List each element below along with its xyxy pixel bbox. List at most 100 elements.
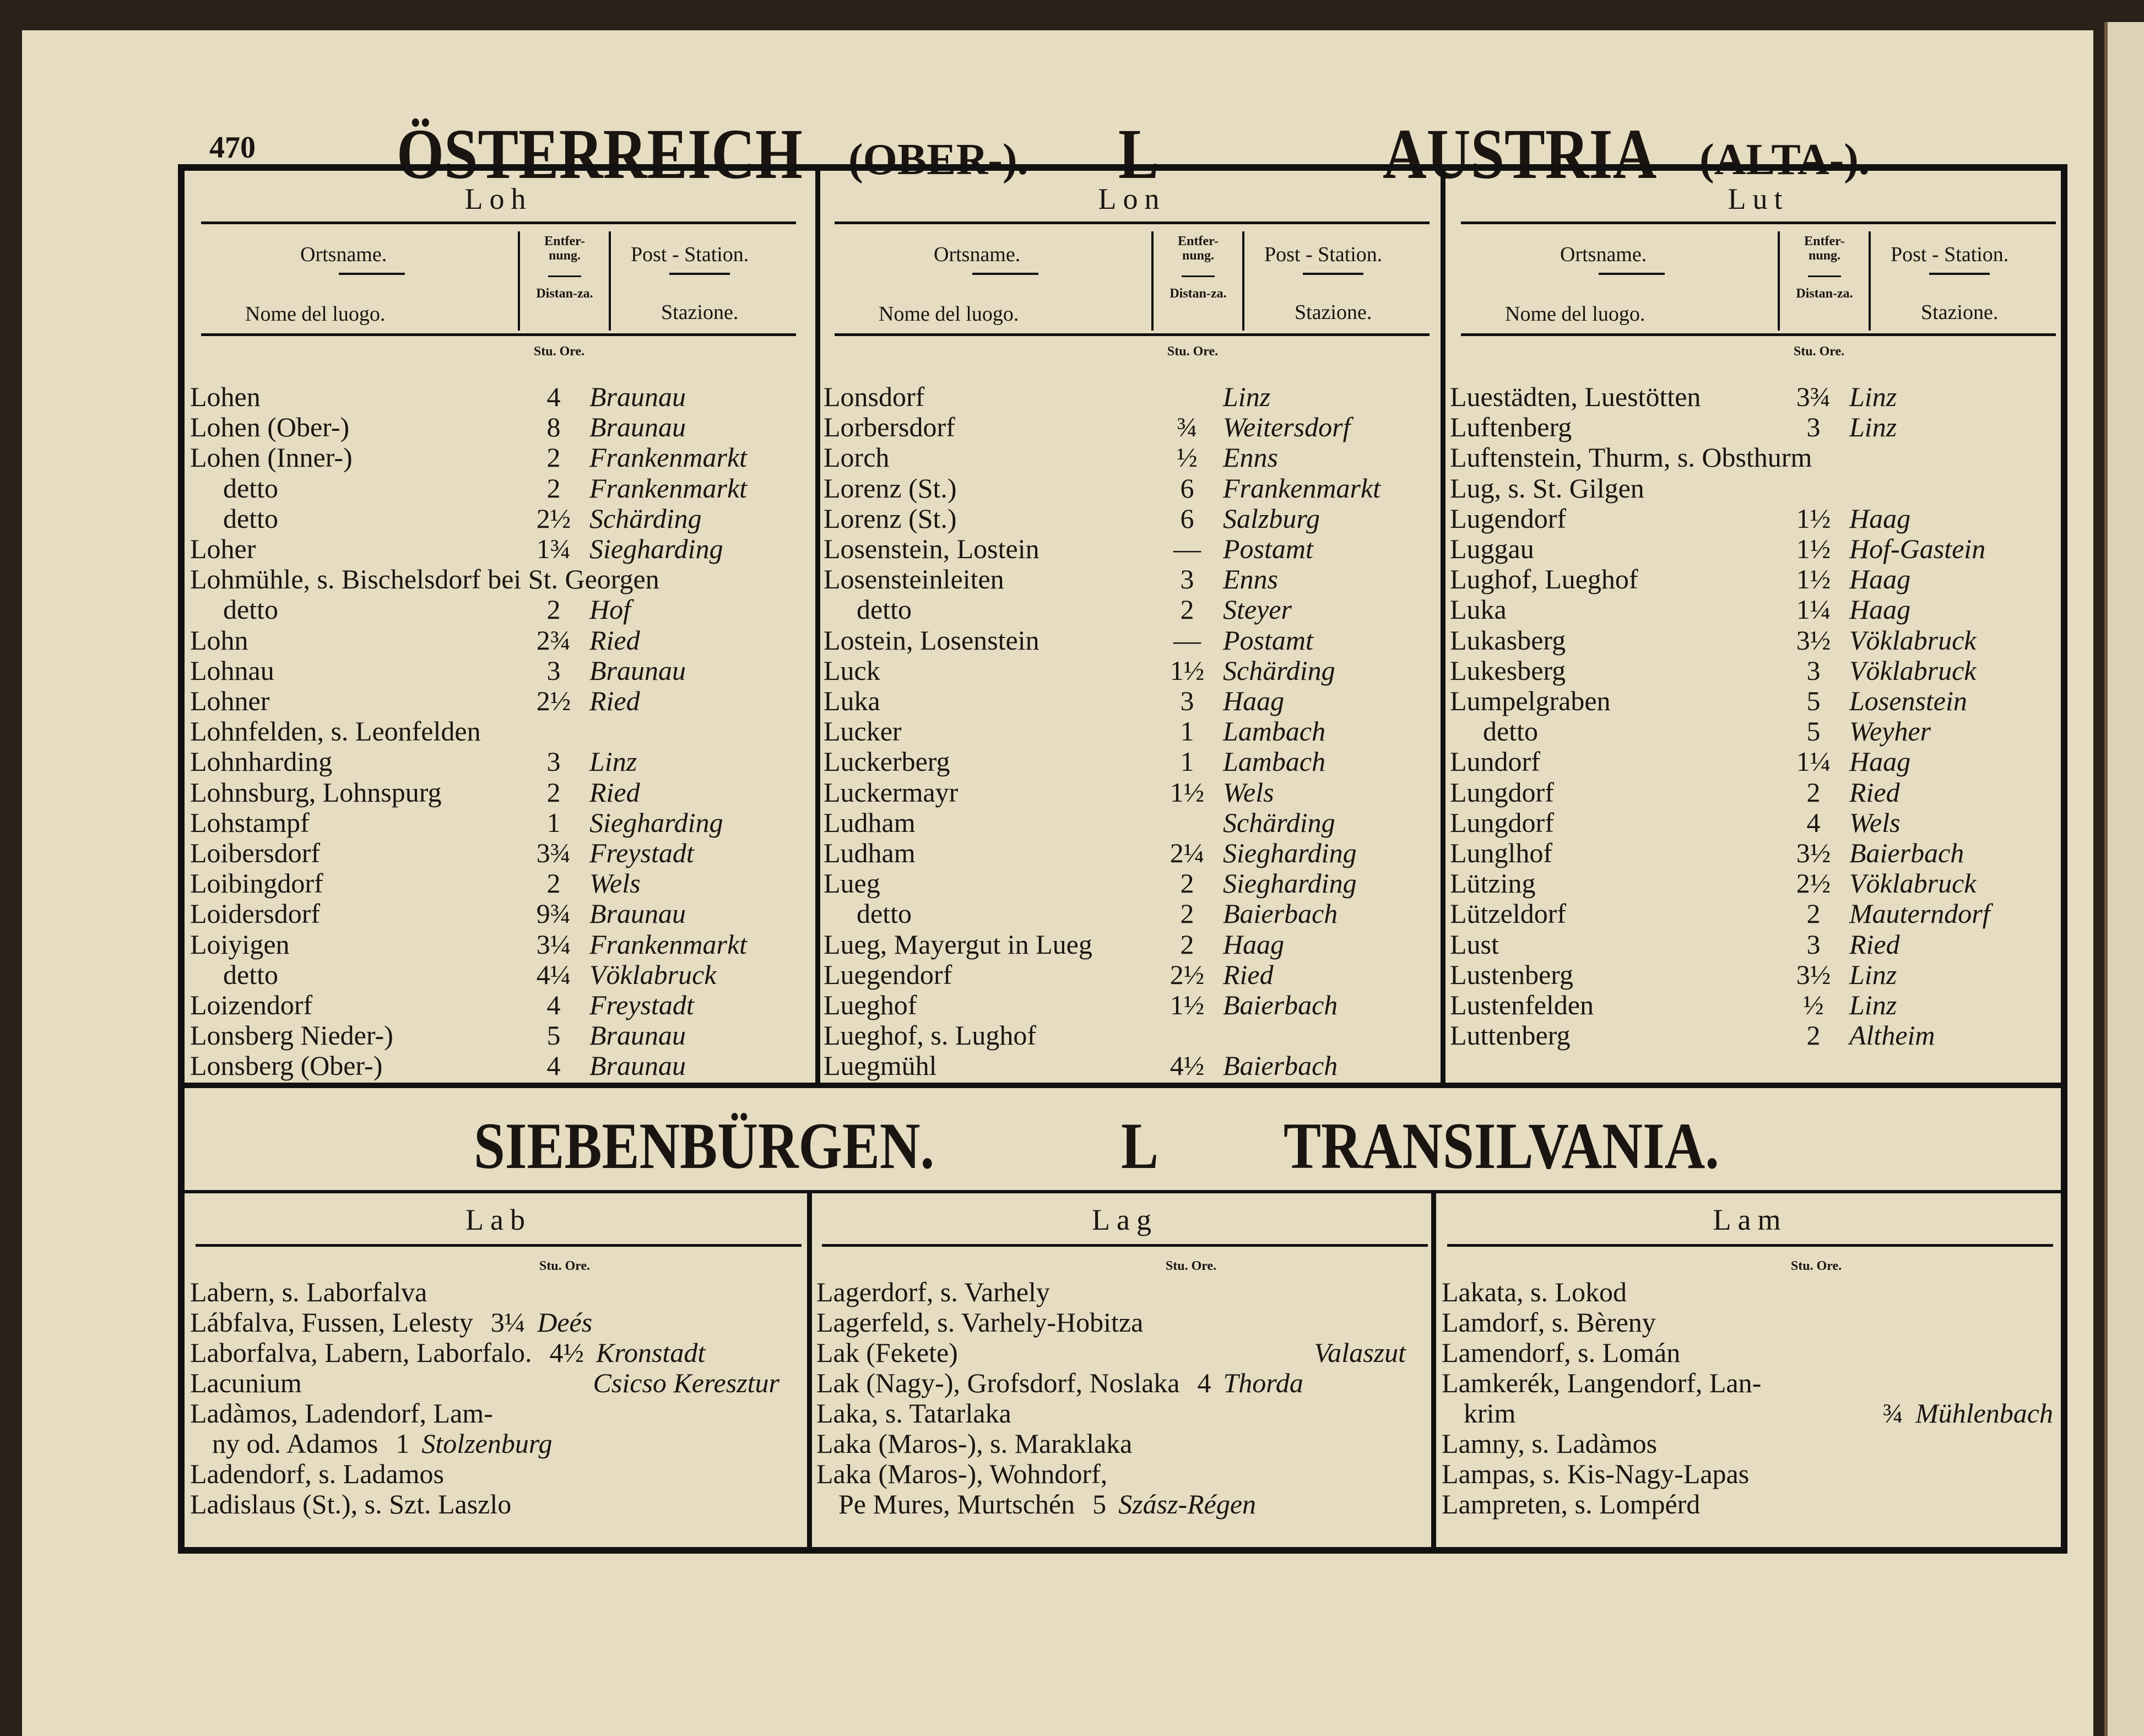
place-name: Luegendorf xyxy=(824,959,952,990)
place-name: Lützing xyxy=(1450,868,1536,899)
place-name: Laka (Maros-), s. Maraklaka xyxy=(816,1428,1133,1459)
distance: 3 xyxy=(546,655,561,686)
distance: 3½ xyxy=(1796,624,1831,656)
header-rule xyxy=(1869,231,1871,331)
station: Hof xyxy=(589,594,631,625)
section-heading: Lon xyxy=(1098,182,1166,215)
distance: 2 xyxy=(1180,898,1194,929)
station: Ried xyxy=(1849,776,1900,808)
entry-line: Lamendorf, s. Lomán xyxy=(1442,1339,2053,1366)
place-name: Lungdorf xyxy=(1450,776,1554,808)
station: Ried xyxy=(589,776,640,808)
header-rule xyxy=(822,1244,1428,1247)
distance: 4¼ xyxy=(536,959,571,990)
section2-title-left: SIEBENBÜRGEN. xyxy=(474,1109,935,1182)
station: Braunau xyxy=(589,412,686,443)
entry-line: Lampreten, s. Lompérd xyxy=(1442,1490,2053,1518)
distance: 3 xyxy=(1806,655,1821,686)
place-name: Lohnharding xyxy=(190,746,333,777)
section-heading: Loh xyxy=(464,182,533,215)
col-header-post-it: Stazione. xyxy=(661,301,739,324)
entry-line: Pe Mures, Murtschén 5 Szász-Régen xyxy=(816,1490,1428,1518)
place-name: Lueg xyxy=(824,868,880,899)
distance: 3½ xyxy=(1796,959,1831,990)
station: Wels xyxy=(589,868,641,899)
place-name: detto xyxy=(223,959,278,990)
distance: ¾ xyxy=(1177,412,1198,443)
place-name: Lamny, s. Ladàmos xyxy=(1442,1428,1658,1459)
place-name: detto xyxy=(223,472,278,504)
station: Baierbach xyxy=(1223,989,1338,1020)
place-name: Labern, s. Laborfalva xyxy=(190,1277,427,1307)
distance: 5 xyxy=(1806,716,1821,747)
station: Linz xyxy=(1223,381,1271,412)
distance: 2 xyxy=(1180,594,1194,625)
header-rule xyxy=(1808,275,1841,277)
place-name: Laborfalva, Labern, Laborfalo. xyxy=(190,1337,532,1368)
station: Frankenmarkt xyxy=(1223,472,1381,504)
station: Braunau xyxy=(589,898,686,929)
place-name: Lust xyxy=(1450,928,1499,960)
distance: 2 xyxy=(1806,1020,1821,1051)
station: Linz xyxy=(1849,381,1897,412)
station: Baierbach xyxy=(1223,898,1338,929)
place-name: Lunglhof xyxy=(1450,837,1553,868)
station: Wels xyxy=(1223,776,1274,808)
station: Freystadt xyxy=(589,989,694,1020)
place-name: Luka xyxy=(824,685,880,716)
entry-line: Lak (Fekete) Valaszut xyxy=(816,1339,1428,1366)
place-name: Lucker xyxy=(824,716,902,747)
place-name: Lakata, s. Lokod xyxy=(1442,1277,1627,1307)
header-rule xyxy=(835,221,1430,224)
station: Haag xyxy=(1849,502,1911,534)
station: Baierbach xyxy=(1849,837,1964,868)
entry-line: Laka (Maros-), s. Maraklaka xyxy=(816,1430,1428,1457)
distance: 1½ xyxy=(1170,776,1205,808)
col-header-post-it: Stazione. xyxy=(1295,301,1372,324)
place-name: Lukesberg xyxy=(1450,655,1566,686)
distance: 3 xyxy=(1180,564,1194,595)
table-frame-right xyxy=(2061,164,2067,1554)
header-rule xyxy=(196,1244,802,1247)
place-name: Lak (Nagy-), Grofsdorf, Noslaka xyxy=(816,1367,1180,1398)
entry-line: Laka, s. Tatarlaka xyxy=(816,1399,1428,1427)
header-rule xyxy=(1447,1244,2053,1247)
header-rule xyxy=(835,333,1430,336)
section-heading: Lam xyxy=(1713,1203,1788,1236)
station: Schärding xyxy=(589,502,702,534)
place-name: Lumpelgraben xyxy=(1450,685,1611,716)
title-right-sub: (ALTA-). xyxy=(1699,136,1870,184)
unit-label: Stu. Ore. xyxy=(1790,1259,1842,1273)
distance: ½ xyxy=(1177,442,1198,473)
place-name: Loibingdorf xyxy=(190,868,323,899)
col-header-dist-it: Distan-za. xyxy=(1170,286,1227,301)
place-name: Lueghof xyxy=(824,989,917,1020)
distance: 4 xyxy=(546,1050,561,1081)
col-header-dist: Entfer-nung. xyxy=(544,234,585,263)
title-left-sub: (OBER-). xyxy=(848,136,1028,184)
distance: 2½ xyxy=(1796,868,1831,899)
station: Vöklabruck xyxy=(589,959,717,990)
table-frame-left xyxy=(178,164,185,1554)
section-heading: Lut xyxy=(1728,182,1789,215)
place-name: Ladendorf, s. Ladamos xyxy=(190,1458,444,1489)
station: Postamt xyxy=(1223,624,1313,656)
place-name: detto xyxy=(1483,716,1538,747)
place-name: Lohen xyxy=(190,381,261,412)
distance: 4 xyxy=(1806,807,1821,838)
col-header-post: Post - Station. xyxy=(1264,243,1383,266)
distance: 2¼ xyxy=(1170,837,1205,868)
place-name: Lohen (Ober-) xyxy=(190,412,350,443)
station: Ried xyxy=(1849,928,1900,960)
place-name: Lustenfelden xyxy=(1450,989,1594,1020)
entry-line: ny od. Adamos 1 Stolzenburg xyxy=(190,1430,802,1457)
place-name: Lonsdorf xyxy=(824,381,925,412)
distance: 2 xyxy=(546,442,561,473)
place-name: krim xyxy=(1464,1398,1516,1429)
station: Schärding xyxy=(1223,807,1335,838)
station: Frankenmarkt xyxy=(589,928,748,960)
section-rule xyxy=(185,1190,2061,1193)
unit-label: Stu. Ore. xyxy=(1165,1259,1217,1273)
next-page-edge xyxy=(2104,22,2144,1736)
station: Steyer xyxy=(1223,594,1292,625)
